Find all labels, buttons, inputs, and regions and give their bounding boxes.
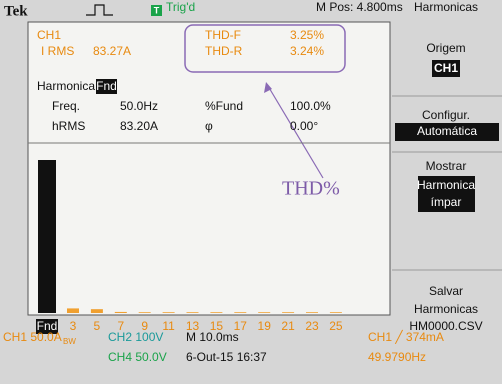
- thd-r-value: 3.24%: [290, 44, 324, 58]
- position: M Pos: 4.800ms: [316, 0, 403, 14]
- rms-label: I RMS: [41, 44, 74, 58]
- bar: [282, 312, 294, 313]
- menu-value: CH1: [434, 61, 458, 75]
- x-tick-label: 19: [258, 319, 272, 333]
- x-tick-label: 25: [329, 319, 343, 333]
- info-cell: 0.00°: [290, 119, 318, 133]
- harmonic-selected: Fnd: [96, 79, 117, 93]
- x-tick-label: 11: [162, 319, 175, 333]
- info-cell: 100.0%: [290, 99, 331, 113]
- ch4-scale: CH4 50.0V: [108, 350, 167, 364]
- thd-r-label: THD-R: [205, 44, 243, 58]
- info-cell: Freq.: [52, 99, 80, 113]
- menu-value: Harmonicas: [414, 302, 478, 316]
- x-tick-label: 23: [305, 319, 319, 333]
- bar: [91, 309, 103, 313]
- menu-label: Salvar: [429, 284, 463, 298]
- channel: CH1: [37, 28, 61, 42]
- info-cell: hRMS: [52, 119, 85, 133]
- bar: [38, 160, 56, 313]
- menu-title: Harmonicas: [414, 0, 478, 14]
- ch2-scale: CH2 100V: [108, 330, 163, 344]
- x-tick-label: 5: [94, 319, 101, 333]
- display-area: [28, 22, 390, 315]
- timebase: M 10.0ms: [186, 330, 239, 344]
- menu-label: Origem: [426, 41, 465, 55]
- x-tick-label: 3: [70, 319, 77, 333]
- bar: [115, 312, 127, 313]
- x-tick-label: 21: [281, 319, 295, 333]
- rms-value: 83.27A: [93, 44, 131, 58]
- bar: [330, 312, 342, 313]
- info-cell: %Fund: [205, 99, 243, 113]
- menu-value: HM0000.CSV: [409, 319, 482, 333]
- page: Tek T Trig'd M Pos: 4.800ms Harmonicas C…: [0, 0, 502, 384]
- info-cell: φ: [205, 119, 213, 133]
- bar: [258, 312, 270, 313]
- trigger-badge: T: [154, 5, 160, 15]
- bar: [163, 312, 175, 313]
- menu-value: Automática: [417, 124, 477, 138]
- menu-value: Harmonica: [417, 178, 475, 192]
- menu-label: Configur.: [422, 108, 470, 122]
- info-cell: 50.0Hz: [120, 99, 158, 113]
- bar: [139, 312, 151, 313]
- bar: [210, 312, 222, 313]
- frequency: 49.9790Hz: [368, 350, 426, 364]
- brand: Tek: [4, 3, 28, 19]
- annotation: THD%: [282, 178, 340, 200]
- menu-label: Mostrar: [426, 159, 467, 173]
- bar: [67, 308, 79, 313]
- datetime: 6-Out-15 16:37: [186, 350, 267, 364]
- bar: [234, 312, 246, 313]
- trigger-status: Trig'd: [166, 0, 195, 14]
- bar: [187, 312, 199, 313]
- scope-screen: Tek T Trig'd M Pos: 4.800ms Harmonicas C…: [0, 0, 502, 384]
- bar: [306, 312, 318, 313]
- ch1-bw: BW: [63, 337, 76, 346]
- thd-f-label: THD-F: [205, 28, 241, 42]
- harmonic-label: Harmonica: [37, 79, 95, 93]
- menu-value: ímpar: [431, 195, 462, 209]
- ch1-scale: CH1 50.0A: [3, 330, 62, 344]
- thd-f-value: 3.25%: [290, 28, 324, 42]
- info-cell: 83.20A: [120, 119, 158, 133]
